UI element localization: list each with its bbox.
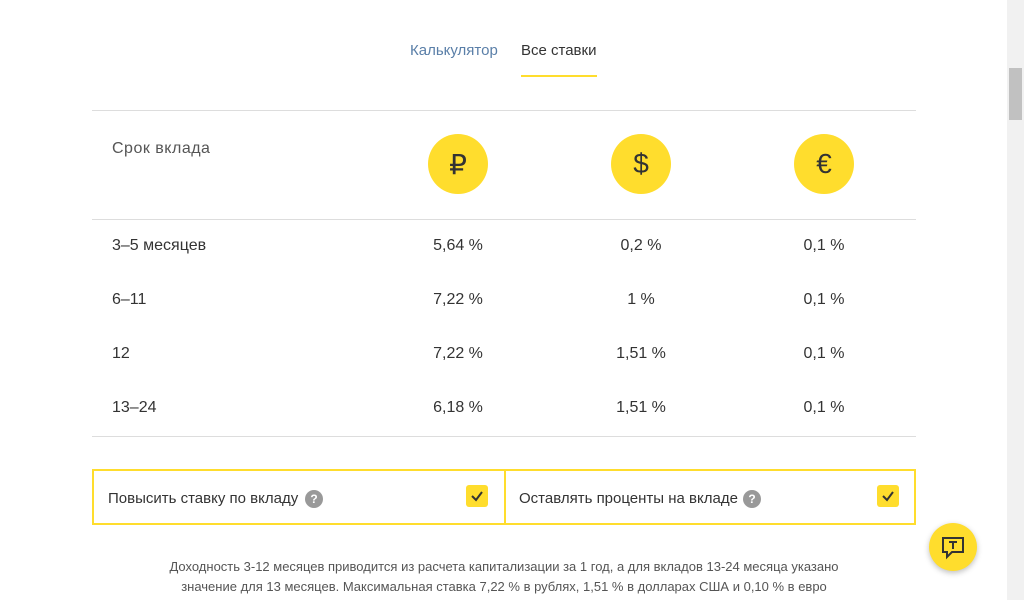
currency-icon: € [794,134,854,194]
help-icon[interactable]: ? [305,490,323,508]
term-label: 6–11 [112,291,147,308]
rate-value: 5,64 % [433,237,483,254]
footnote-line: Доходность 3-12 месяцев приводится из ра… [169,559,839,574]
tab-underline [521,75,597,77]
rate-value: 0,1 % [803,399,845,416]
rate-value: 1 % [627,291,655,308]
check-icon [471,491,483,502]
term-label: 12 [112,345,130,362]
rate-value: 0,2 % [620,237,662,254]
divider [92,110,916,111]
rate-value: 7,22 % [433,291,483,308]
check-icon [882,491,894,502]
chat-icon [942,537,964,560]
option-label: Повысить ставку по вкладу [108,490,299,507]
term-label: 3–5 месяцев [112,237,207,254]
rate-value: 1,51 % [616,345,666,362]
tab-all-rates[interactable]: Все ставки [521,42,597,59]
currency-icon: $ [611,134,671,194]
checkbox[interactable] [466,485,488,507]
divider [92,219,916,220]
divider [92,436,916,437]
rate-value: 7,22 % [433,345,483,362]
term-label: 13–24 [112,399,157,416]
help-icon[interactable]: ? [743,490,761,508]
rate-value: 0,1 % [803,291,845,308]
option-box [504,469,916,525]
checkbox[interactable] [877,485,899,507]
rate-value: 1,51 % [616,399,666,416]
rate-value: 6,18 % [433,399,483,416]
footnote-line: значение для 13 месяцев. Максимальная ст… [181,579,827,594]
chat-button[interactable] [929,523,977,571]
option-label: Оставлять проценты на вкладе [519,490,738,507]
scrollbar-thumb[interactable] [1009,68,1022,120]
header-label: Срок вклада [112,140,211,157]
scrollbar[interactable] [1007,0,1024,600]
currency-icon: ₽ [428,134,488,194]
tab-calculator[interactable]: Калькулятор [410,42,498,59]
rate-value: 0,1 % [803,237,845,254]
rate-value: 0,1 % [803,345,845,362]
